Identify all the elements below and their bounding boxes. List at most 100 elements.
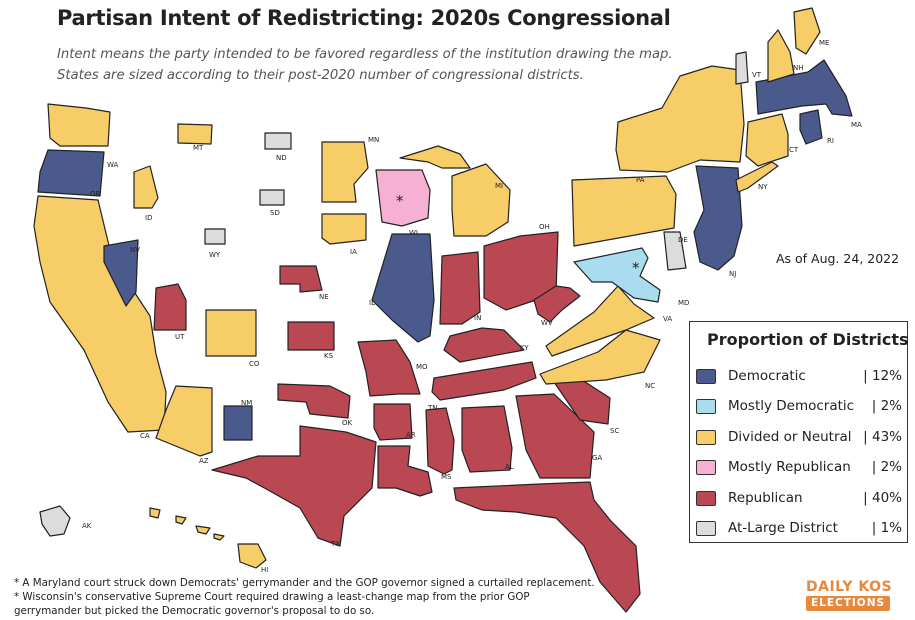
label-MT: MT [193, 144, 204, 152]
label-SC: SC [610, 427, 619, 435]
label-CA: CA [140, 432, 150, 440]
label-NM: NM [241, 399, 252, 407]
state-MS [425, 407, 455, 475]
label-IL: IL [369, 299, 375, 307]
legend-percent: | 2% [871, 459, 902, 475]
legend-percent: | 43% [863, 429, 902, 445]
state-AK [39, 505, 71, 537]
state-AL [461, 405, 513, 473]
legend-label: Mostly Democratic [728, 398, 855, 414]
daily-kos-logo: DAILY KOS [806, 579, 893, 595]
state-AZ [155, 385, 213, 457]
state-IL [371, 233, 435, 343]
legend-item-mostly-democratic: Mostly Democratic | 2% [696, 396, 902, 418]
state-WA [47, 103, 111, 147]
state-HI-4 [213, 533, 225, 541]
label-NV: NV [130, 246, 140, 254]
label-KS: KS [324, 352, 334, 360]
state-OR [37, 149, 105, 197]
label-MA: MA [851, 121, 862, 129]
legend-percent: | 12% [863, 368, 902, 384]
label-AR: AR [406, 431, 416, 439]
state-IN [439, 251, 481, 325]
state-MN [321, 141, 369, 203]
state-CO [205, 309, 257, 357]
state-TN [431, 361, 537, 401]
label-WA: WA [107, 161, 119, 169]
label-CT: CT [789, 146, 799, 154]
state-HI-3 [195, 525, 211, 535]
state-HI-1 [149, 507, 161, 519]
label-MS: MS [441, 473, 452, 481]
state-NY [615, 65, 745, 173]
state-GA [515, 393, 595, 479]
state-MI [451, 163, 511, 237]
label-MI: MI [495, 182, 503, 190]
state-PA [571, 175, 677, 247]
label-MD: MD [678, 299, 689, 307]
state-CA [33, 195, 167, 433]
label-IA: IA [350, 248, 357, 256]
as-of-date: As of Aug. 24, 2022 [776, 251, 900, 266]
legend-swatch [696, 460, 716, 475]
legend-item-republican: Republican | 40% [696, 488, 902, 510]
wisconsin-asterisk: * [396, 192, 404, 210]
state-KS [287, 321, 335, 351]
label-DE: DE [678, 236, 688, 244]
label-HI: HI [261, 566, 268, 574]
label-UT: UT [175, 333, 185, 341]
label-RI: RI [827, 137, 834, 145]
legend-swatch [696, 369, 716, 384]
label-TX: TX [330, 540, 340, 548]
label-CO: CO [249, 360, 260, 368]
state-SD [259, 189, 285, 206]
label-MO: MO [416, 363, 428, 371]
label-GA: GA [592, 454, 602, 462]
state-NH [767, 29, 795, 83]
label-AL: AL [505, 463, 514, 471]
label-WI: WI [409, 229, 418, 237]
label-NH: NH [793, 64, 804, 72]
footnote-wisconsin: * Wisconsin's conservative Supreme Court… [14, 591, 530, 603]
label-ID: ID [145, 214, 152, 222]
legend-title: Proportion of Districts [707, 330, 909, 349]
state-NJ [693, 165, 743, 271]
elections-logo: ELECTIONS [806, 596, 891, 611]
state-MA [755, 59, 853, 117]
state-UT [153, 283, 187, 331]
label-OH: OH [539, 223, 550, 231]
state-LA [377, 445, 433, 497]
legend-item-mostly-republican: Mostly Republican | 2% [696, 457, 902, 479]
state-AR [373, 403, 413, 441]
legend-label: Mostly Republican [728, 459, 851, 475]
state-DE [663, 231, 687, 271]
legend-item-democratic: Democratic | 12% [696, 366, 902, 388]
label-OK: OK [342, 419, 353, 427]
label-VA: VA [663, 315, 672, 323]
label-OR: OR [90, 190, 101, 198]
state-labels: WA OR ID MT ND SD WY NV UT CO CA AZ NM N… [82, 39, 862, 574]
label-VT: VT [752, 71, 762, 79]
legend-swatch [696, 491, 716, 506]
label-PA: PA [636, 176, 645, 184]
legend-swatch [696, 430, 716, 445]
state-NE [279, 265, 323, 293]
map-subtitle-line1: Intent means the party intended to be fa… [57, 47, 673, 62]
state-KY [443, 327, 525, 363]
state-WI [375, 169, 431, 227]
label-ND: ND [276, 154, 287, 162]
label-IN: IN [474, 314, 481, 322]
state-HI-2 [175, 515, 187, 525]
legend-label: Democratic [728, 368, 806, 384]
legend-label: At-Large District [728, 520, 838, 536]
label-WY: WY [209, 251, 221, 259]
legend: Proportion of Districts Democratic | 12%… [689, 321, 909, 543]
label-NY: NY [758, 183, 768, 191]
label-NJ: NJ [729, 270, 736, 278]
legend-label: Republican [728, 490, 803, 506]
state-OK [277, 383, 351, 419]
label-NC: NC [645, 382, 655, 390]
legend-percent: | 1% [871, 520, 902, 536]
state-NM [223, 405, 253, 441]
